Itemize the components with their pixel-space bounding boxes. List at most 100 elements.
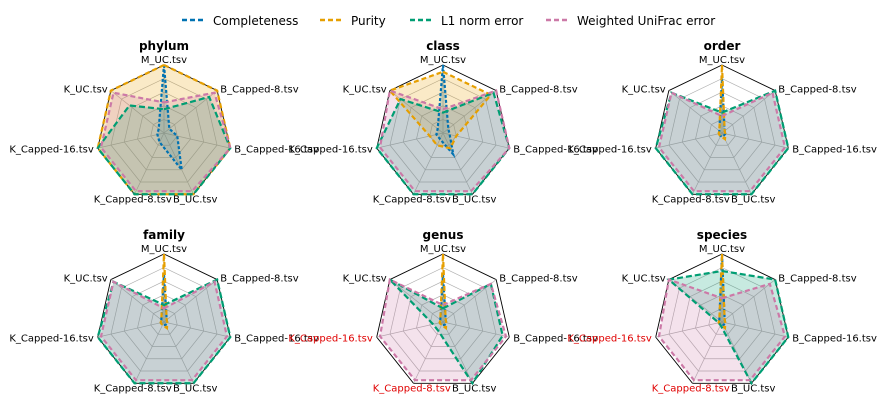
axis-label: M_UC.tsv bbox=[699, 244, 745, 255]
axis-label: B_Capped-8.tsv bbox=[220, 85, 298, 96]
grid-ring bbox=[681, 280, 763, 360]
axis-label: M_UC.tsv bbox=[141, 244, 187, 255]
axis-label: B_UC.tsv bbox=[731, 383, 775, 394]
radar-panel-class: M_UC.tsv B_Capped-8.tsv B_Capped-16.tsv B_U… bbox=[288, 39, 598, 205]
grid-ring bbox=[695, 105, 749, 158]
axis-label: K_UC.tsv bbox=[343, 274, 387, 285]
axis-label: B_Capped-16.tsv bbox=[234, 145, 319, 156]
series-area-completeness bbox=[157, 65, 182, 170]
axis-label: B_Capped-16.tsv bbox=[513, 145, 598, 156]
series-line-purity bbox=[387, 70, 493, 150]
series-line-unifrac bbox=[99, 91, 232, 193]
series-area-l1-norm bbox=[389, 279, 503, 384]
series-line-unifrac bbox=[657, 91, 787, 193]
series-line-purity bbox=[438, 253, 448, 331]
axis-label: K_Capped-8.tsv bbox=[373, 383, 451, 394]
grid-spoke bbox=[163, 321, 194, 384]
radar-panel-genus: M_UC.tsv B_Capped-8.tsv B_Capped-16.tsv B_U… bbox=[288, 228, 598, 394]
grid-ring bbox=[695, 294, 749, 347]
grid-spoke bbox=[721, 321, 789, 338]
grid-spoke bbox=[110, 90, 165, 134]
axis-label: M_UC.tsv bbox=[420, 55, 466, 66]
grid-ring bbox=[137, 294, 191, 347]
series-area-l1-norm bbox=[97, 279, 231, 384]
grid-ring bbox=[389, 78, 497, 183]
grid-spoke bbox=[442, 132, 510, 149]
series-line-unifrac bbox=[378, 89, 511, 193]
grid-ring bbox=[708, 308, 736, 335]
grid-spoke bbox=[655, 132, 723, 149]
grid-spoke bbox=[376, 132, 444, 149]
grid-spoke bbox=[413, 132, 444, 195]
grid-ring bbox=[402, 280, 484, 360]
legend: Completeness Purity L1 norm error Weighted … bbox=[182, 14, 715, 28]
panel-title: species bbox=[697, 228, 747, 242]
grid-spoke bbox=[692, 132, 723, 195]
series-line-l1-norm bbox=[666, 269, 790, 386]
axis-label: B_Capped-8.tsv bbox=[499, 85, 577, 96]
grid-ring bbox=[681, 91, 763, 171]
legend-label: L1 norm error bbox=[441, 14, 523, 28]
axis-label: K_Capped-16.tsv bbox=[9, 334, 94, 345]
series-line-l1-norm bbox=[389, 278, 504, 386]
grid-spoke bbox=[163, 132, 194, 195]
radar-panel-species: M_UC.tsv B_Capped-8.tsv B_Capped-16.tsv B_U… bbox=[567, 228, 877, 394]
axis-label: K_Capped-16.tsv bbox=[9, 145, 94, 156]
series-line-completeness bbox=[156, 64, 184, 174]
axis-label: B_UC.tsv bbox=[173, 383, 217, 394]
grid-spoke bbox=[389, 90, 444, 134]
series-line-l1-norm bbox=[375, 91, 511, 196]
grid-spoke bbox=[721, 132, 789, 149]
grid-spoke bbox=[692, 321, 723, 384]
panel-title: family bbox=[143, 228, 185, 242]
series-area-unifrac bbox=[659, 92, 785, 192]
legend-label: Weighted UniFrac error bbox=[577, 14, 715, 28]
axis-label: K_UC.tsv bbox=[64, 85, 108, 96]
grid-spoke bbox=[163, 279, 218, 323]
series-area-unifrac bbox=[101, 281, 227, 381]
grid-ring bbox=[389, 267, 497, 372]
grid-spoke bbox=[721, 279, 776, 323]
series-line-unifrac bbox=[99, 280, 229, 382]
grid-spoke bbox=[668, 90, 723, 134]
axis-label: B_Capped-8.tsv bbox=[778, 85, 856, 96]
axis-label: B_Capped-8.tsv bbox=[778, 274, 856, 285]
series-line-unifrac bbox=[378, 277, 508, 382]
grid-spoke bbox=[134, 321, 165, 384]
axis-label: B_Capped-16.tsv bbox=[792, 145, 877, 156]
grid-spoke bbox=[97, 321, 165, 338]
grid-ring bbox=[429, 119, 457, 146]
grid-spoke bbox=[97, 132, 165, 149]
axis-label: K_UC.tsv bbox=[343, 85, 387, 96]
grid-spoke bbox=[721, 132, 752, 195]
series-line-l1-norm bbox=[96, 278, 232, 385]
axis-label: B_Capped-16.tsv bbox=[234, 334, 319, 345]
series-line-unifrac bbox=[657, 278, 787, 382]
axis-label: K_Capped-8.tsv bbox=[94, 383, 172, 394]
grid-ring bbox=[668, 78, 776, 183]
grid-ring bbox=[150, 119, 178, 146]
panel-title: class bbox=[426, 39, 460, 53]
axis-label: K_UC.tsv bbox=[64, 274, 108, 285]
series-area-unifrac bbox=[101, 92, 231, 192]
grid-ring bbox=[429, 308, 457, 335]
grid-ring bbox=[110, 78, 218, 183]
series-area-unifrac bbox=[659, 279, 785, 381]
axis-label: B_Capped-8.tsv bbox=[220, 274, 298, 285]
axis-label: B_Capped-16.tsv bbox=[792, 334, 877, 345]
grid-ring bbox=[137, 105, 191, 158]
series-area-purity bbox=[97, 65, 231, 195]
grid-spoke bbox=[442, 321, 510, 338]
axis-label: K_Capped-16.tsv bbox=[288, 145, 373, 156]
legend-item-completeness: Completeness bbox=[182, 14, 298, 28]
axis-label: B_UC.tsv bbox=[452, 383, 496, 394]
grid-ring bbox=[668, 267, 776, 372]
axis-label: M_UC.tsv bbox=[141, 55, 187, 66]
axis-label: K_Capped-16.tsv bbox=[288, 334, 373, 345]
grid-ring bbox=[123, 280, 205, 360]
legend-item-purity: Purity bbox=[320, 14, 386, 28]
legend-item-unifrac: Weighted UniFrac error bbox=[546, 14, 715, 28]
axis-label: K_UC.tsv bbox=[622, 85, 666, 96]
radar-panel-family: M_UC.tsv B_Capped-8.tsv B_Capped-16.tsv B_U… bbox=[9, 228, 319, 394]
series-area-l1-norm bbox=[97, 96, 231, 195]
